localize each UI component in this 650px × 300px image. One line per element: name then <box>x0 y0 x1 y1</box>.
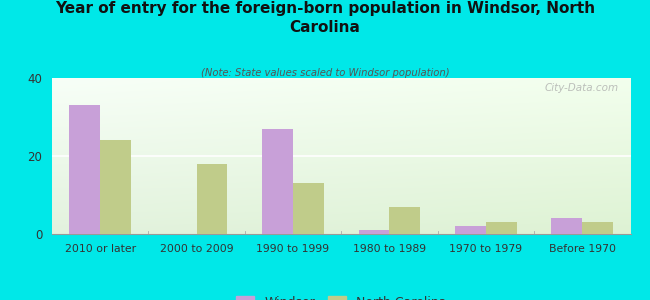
Text: (Note: State values scaled to Windsor population): (Note: State values scaled to Windsor po… <box>201 68 449 77</box>
Bar <box>486 222 517 234</box>
Bar <box>551 218 582 234</box>
Bar <box>582 222 613 234</box>
Bar <box>293 183 324 234</box>
Legend: Windsor, North Carolina: Windsor, North Carolina <box>235 296 447 300</box>
Bar <box>262 129 293 234</box>
Bar <box>196 164 227 234</box>
Text: City-Data.com: City-Data.com <box>545 83 619 93</box>
Bar <box>100 140 131 234</box>
Bar <box>455 226 486 234</box>
Text: Year of entry for the foreign-born population in Windsor, North
Carolina: Year of entry for the foreign-born popul… <box>55 2 595 35</box>
Bar <box>389 207 421 234</box>
Bar <box>70 105 100 234</box>
Bar <box>359 230 389 234</box>
